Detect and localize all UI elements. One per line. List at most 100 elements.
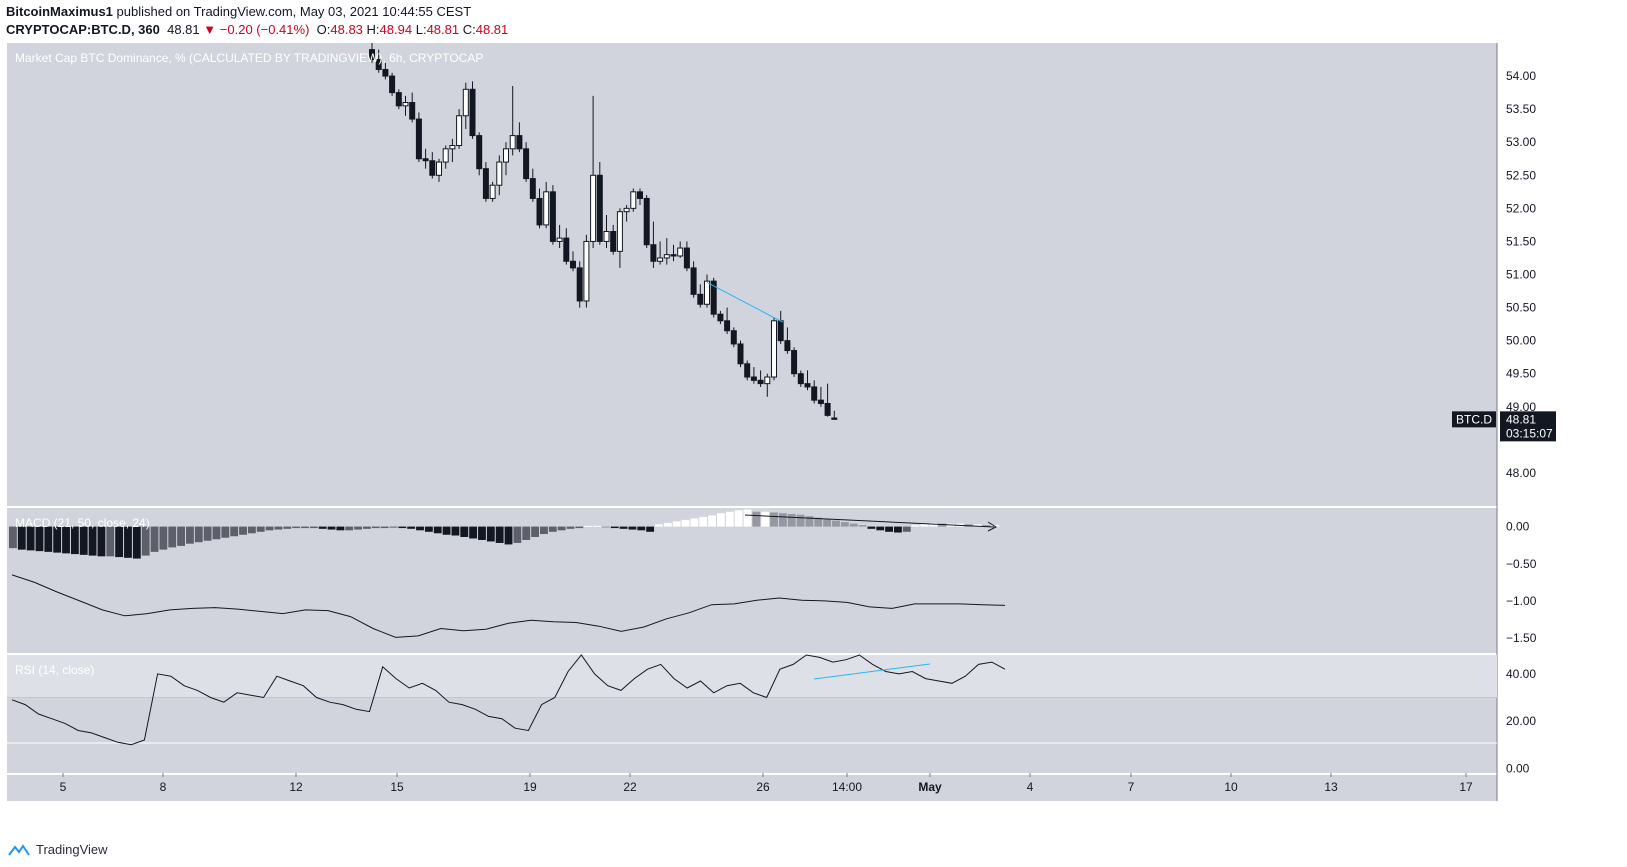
candle-body	[724, 320, 731, 332]
rsi-pane-title: RSI (14, close)	[15, 663, 94, 677]
candle-body	[563, 237, 570, 262]
candle-body	[570, 260, 576, 269]
low-value: 48.81	[426, 22, 460, 37]
macd-histogram-bar	[876, 526, 885, 531]
macd-histogram-bar	[610, 526, 619, 529]
time-tick-label: 19	[523, 780, 537, 794]
macd-histogram-bar	[203, 526, 212, 541]
candle-body	[549, 191, 556, 242]
macd-histogram-bar	[327, 526, 336, 530]
macd-histogram-bar	[292, 526, 301, 529]
macd-histogram-bar	[796, 514, 805, 527]
macd-histogram-bar	[79, 526, 88, 555]
rsi-line	[11, 654, 1006, 746]
candle-body	[730, 330, 737, 345]
macd-histogram-bar	[35, 526, 44, 552]
macd-histogram-bar	[504, 526, 513, 545]
macd-histogram-bar	[336, 526, 345, 531]
candle-body	[824, 402, 831, 416]
macd-histogram-bar	[309, 526, 318, 529]
macd-histogram-bar	[230, 526, 239, 537]
time-axis	[7, 773, 1497, 801]
macd-histogram-bar	[938, 523, 947, 527]
price-tick-label: 51.00	[1506, 268, 1536, 282]
candle-body	[456, 115, 463, 147]
candle-body	[556, 237, 563, 242]
macd-histogram-bar	[832, 520, 840, 527]
macd-histogram-bar	[150, 526, 159, 552]
macd-histogram-bar	[132, 526, 141, 559]
time-tick-label: 15	[390, 780, 404, 794]
candle-body	[449, 145, 456, 150]
macd-histogram-bar	[814, 517, 823, 527]
macd-histogram-bar	[690, 518, 699, 527]
close-label: C:	[462, 22, 476, 37]
macd-histogram-bar	[982, 525, 991, 527]
macd-histogram-bar	[787, 513, 796, 527]
candle-body	[637, 191, 643, 199]
candle-body	[583, 240, 590, 302]
candle-body	[797, 373, 804, 385]
high-value: 48.94	[379, 22, 413, 37]
price-tick-label: 50.50	[1506, 301, 1536, 315]
candle-body	[442, 148, 449, 163]
macd-histogram-bar	[9, 526, 17, 549]
macd-histogram-bar	[283, 526, 292, 529]
published-text: published on TradingView.com, May 03, 20…	[116, 4, 472, 19]
macd-histogram-bar	[26, 526, 35, 551]
candle-body	[817, 399, 824, 404]
author-name[interactable]: BitcoinMaximus1	[6, 4, 113, 19]
candle-body	[750, 376, 757, 381]
open-value: 48.83	[330, 22, 363, 37]
symbol-label[interactable]: CRYPTOCAP:BTC.D, 360	[6, 22, 160, 37]
rsi-band	[7, 655, 1497, 698]
macd-histogram-bar	[646, 526, 655, 532]
change-down-icon: ▼	[203, 22, 217, 37]
time-tick-label: 13	[1324, 780, 1338, 794]
price-change: −0.20 (−0.41%)	[219, 22, 310, 37]
macd-histogram-bar	[513, 526, 522, 543]
macd-histogram-bar	[433, 526, 442, 534]
candle-body	[409, 102, 416, 120]
rsi-tick-label: 0.00	[1506, 761, 1530, 775]
time-tick-label: 10	[1224, 780, 1238, 794]
candle-body	[663, 254, 670, 259]
candle-body	[777, 320, 784, 342]
price-pane-title: Market Cap BTC Dominance, % (CALCULATED …	[15, 51, 483, 65]
publish-info: BitcoinMaximus1 published on TradingView…	[6, 4, 471, 19]
macd-histogram-bar	[699, 516, 708, 527]
macd-histogram-bar	[115, 526, 124, 558]
candle-body	[516, 135, 523, 150]
candle-body	[717, 313, 724, 322]
candle-body	[422, 158, 429, 162]
macd-histogram-bar	[380, 526, 389, 529]
candle-body	[697, 293, 704, 305]
macd-histogram-bar	[805, 516, 814, 527]
price-tick-label: 53.00	[1506, 135, 1536, 149]
macd-histogram-bar	[88, 526, 97, 556]
macd-histogram-bar	[663, 522, 672, 527]
candle-body	[389, 75, 396, 94]
candle-body	[710, 280, 717, 315]
price-tick-label: 52.00	[1506, 201, 1536, 215]
time-tick-label: 14:00	[832, 780, 862, 794]
tradingview-footer[interactable]: TradingView	[8, 842, 108, 857]
price-tag-value: 48.81	[1506, 412, 1536, 426]
macd-line	[11, 574, 1006, 638]
symbol-tag	[1452, 411, 1496, 428]
candle-body	[543, 191, 550, 226]
candle-body	[690, 267, 697, 295]
rsi-tick-label: 40.00	[1506, 667, 1536, 681]
macd-tick-label: 0.00	[1506, 520, 1530, 534]
price-tick-label: 50.00	[1506, 334, 1536, 348]
time-tick-label: 8	[160, 780, 167, 794]
candle-body	[616, 211, 623, 252]
macd-histogram-bar	[566, 526, 575, 529]
macd-histogram-bar	[849, 523, 858, 527]
macd-histogram-bar	[920, 523, 929, 527]
candle-body	[603, 231, 610, 242]
candle-body	[382, 68, 389, 77]
candle-body	[503, 148, 509, 163]
macd-histogram-bar	[867, 526, 876, 529]
